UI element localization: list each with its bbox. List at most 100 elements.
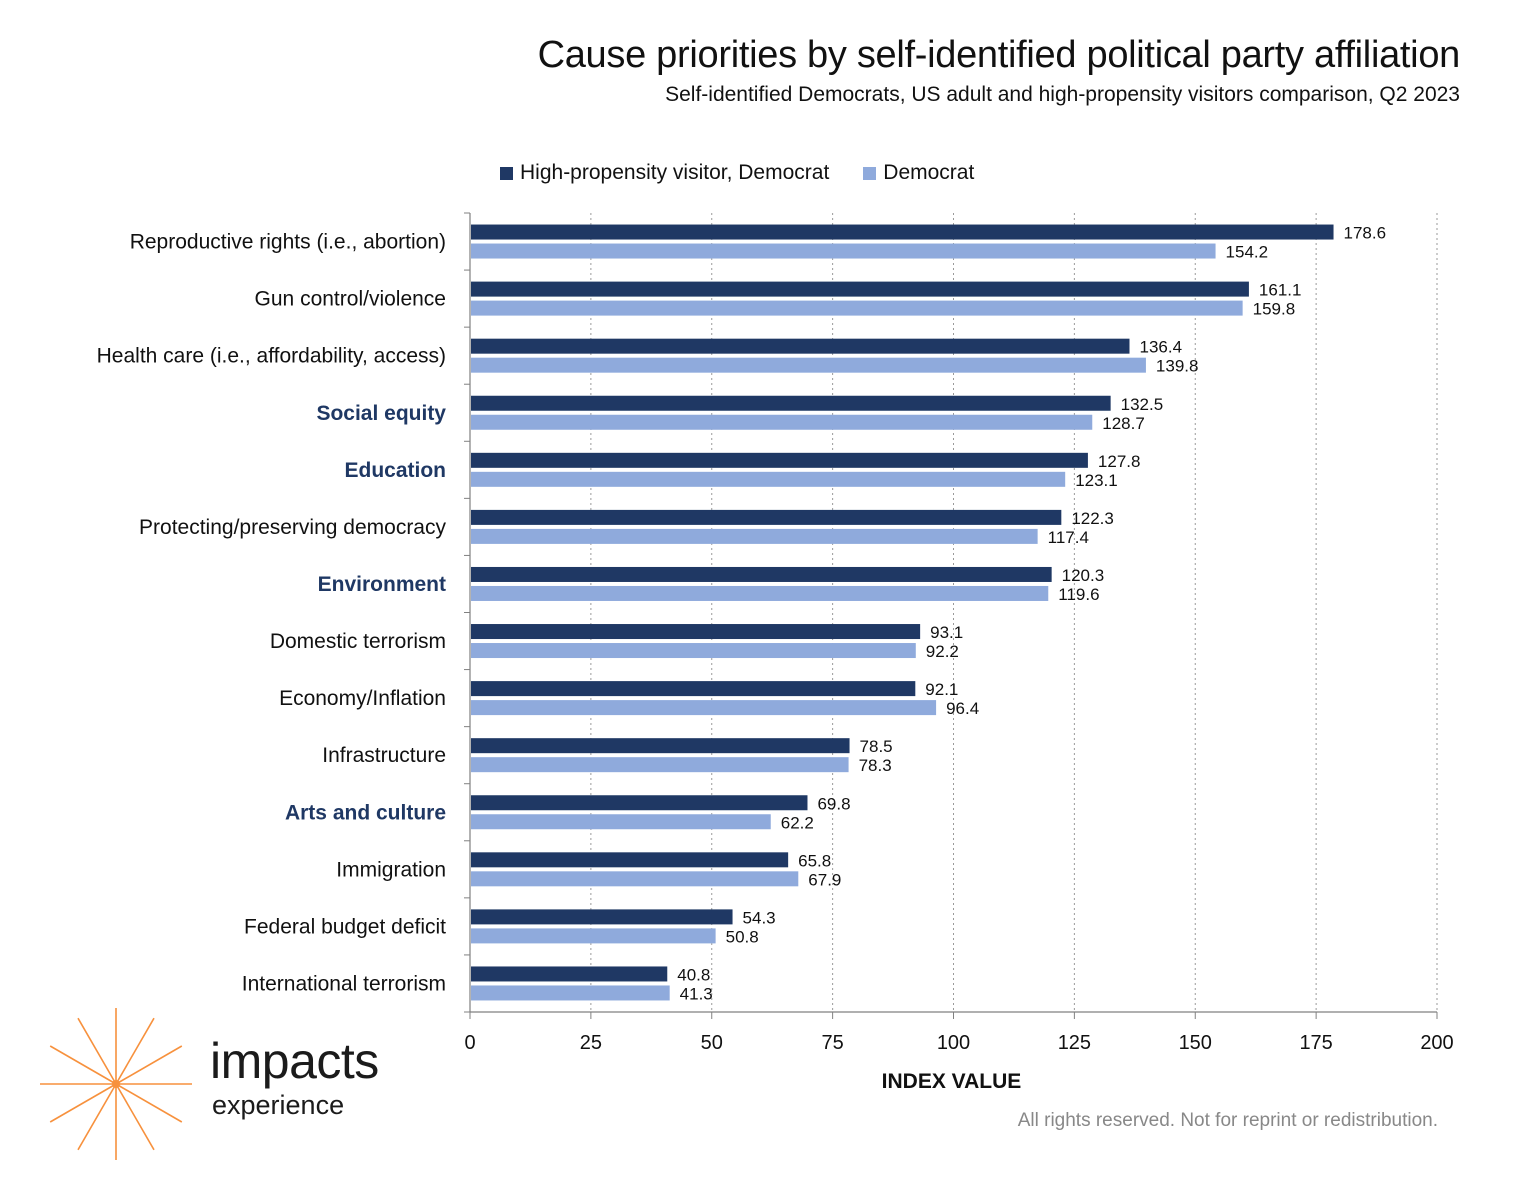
bar-democrat	[471, 528, 1038, 544]
bar-democrat	[471, 814, 771, 830]
bar-high-propensity	[471, 852, 789, 868]
category-label: Reproductive rights (i.e., abortion)	[130, 231, 446, 254]
legend-swatch-dark	[500, 166, 513, 180]
bar-democrat	[471, 300, 1243, 316]
legend-swatch-light	[863, 166, 877, 180]
x-tick-label: 200	[1420, 1032, 1453, 1054]
data-label: 161.1	[1259, 281, 1302, 300]
bar-democrat	[471, 928, 716, 944]
starburst-ray	[115, 1045, 183, 1085]
legend-item-high-propensity: High-propensity visitor, Democrat	[500, 161, 829, 185]
data-label: 65.8	[798, 851, 831, 870]
category-label: Economy/Inflation	[279, 687, 446, 710]
legend-item-democrat: Democrat	[863, 161, 974, 185]
x-axis-title: INDEX VALUE	[882, 1070, 1022, 1093]
bar-high-propensity	[471, 281, 1249, 297]
data-label: 117.4	[1048, 528, 1089, 547]
data-label: 54.3	[743, 908, 776, 927]
bar-democrat	[471, 757, 849, 773]
starburst-ray	[77, 1017, 117, 1085]
bar-high-propensity	[471, 738, 850, 754]
logo-subtext: experience	[212, 1090, 345, 1120]
data-label: 132.5	[1121, 395, 1164, 414]
bar-high-propensity	[471, 795, 808, 811]
impacts-experience-logo: impacts experience	[38, 1008, 418, 1168]
copyright-note: All rights reserved. Not for reprint or …	[1017, 1110, 1438, 1131]
data-label: 178.6	[1344, 224, 1387, 243]
data-label: 154.2	[1226, 243, 1269, 262]
bar-high-propensity	[471, 681, 916, 697]
data-label: 69.8	[817, 794, 850, 813]
starburst-ray	[49, 1083, 117, 1123]
data-label: 120.3	[1062, 566, 1105, 585]
category-label: Domestic terrorism	[270, 630, 446, 653]
category-label: Education	[344, 459, 446, 482]
bar-high-propensity	[471, 566, 1052, 582]
bar-high-propensity	[471, 395, 1111, 411]
category-label: Health care (i.e., affordability, access…	[97, 345, 446, 368]
data-label: 128.7	[1102, 414, 1145, 433]
x-tick-label: 175	[1299, 1032, 1332, 1054]
data-label: 92.1	[925, 680, 958, 699]
category-label: Protecting/preserving democracy	[139, 516, 446, 539]
data-label: 67.9	[808, 870, 841, 889]
x-tick-label: 0	[464, 1032, 475, 1054]
logo-wordmark: impacts	[210, 1033, 379, 1089]
bar-democrat	[471, 414, 1093, 430]
data-label: 41.3	[680, 984, 713, 1003]
bar-high-propensity	[471, 509, 1062, 525]
starburst-ray	[115, 1017, 155, 1085]
x-tick-label: 100	[937, 1032, 970, 1054]
data-label: 96.4	[946, 699, 979, 718]
bar-democrat	[471, 871, 799, 887]
data-label: 127.8	[1098, 452, 1141, 471]
data-label: 78.5	[860, 737, 893, 756]
x-tick-label: 25	[580, 1032, 602, 1054]
starburst-ray	[115, 1083, 183, 1123]
category-label: Social equity	[316, 402, 446, 425]
bar-high-propensity	[471, 624, 921, 640]
bar-democrat	[471, 471, 1066, 487]
bar-high-propensity	[471, 452, 1088, 468]
category-label: Arts and culture	[285, 801, 446, 824]
starburst-ray	[49, 1045, 117, 1085]
bar-high-propensity	[471, 909, 733, 925]
bar-high-propensity	[471, 338, 1130, 354]
legend-label-high-propensity: High-propensity visitor, Democrat	[520, 161, 830, 184]
category-label: Gun control/violence	[255, 288, 446, 311]
data-label: 40.8	[677, 965, 710, 984]
x-tick-label: 75	[822, 1032, 844, 1054]
starburst-ray	[115, 1083, 155, 1151]
chart-title: Cause priorities by self-identified poli…	[537, 34, 1461, 76]
category-label: Environment	[318, 573, 446, 596]
bar-democrat	[471, 243, 1216, 259]
data-label: 50.8	[726, 927, 759, 946]
bar-democrat	[471, 985, 670, 1001]
x-tick-label: 50	[701, 1032, 723, 1054]
category-label: Infrastructure	[322, 744, 446, 767]
bar-high-propensity	[471, 224, 1334, 240]
data-label: 62.2	[781, 813, 814, 832]
starburst-ray	[77, 1083, 117, 1151]
data-label: 92.2	[926, 642, 959, 661]
bar-democrat	[471, 643, 916, 659]
data-label: 123.1	[1075, 471, 1118, 490]
bar-high-propensity	[471, 966, 668, 982]
data-label: 93.1	[930, 623, 963, 642]
legend-label-democrat: Democrat	[883, 161, 975, 184]
data-label: 159.8	[1253, 300, 1296, 319]
data-label: 119.6	[1058, 585, 1099, 604]
chart-legend: High-propensity visitor, Democrat Democr…	[500, 158, 1008, 188]
bar-democrat	[471, 585, 1049, 601]
starburst-center	[112, 1080, 120, 1088]
category-label: International terrorism	[242, 972, 446, 995]
chart-subtitle: Self-identified Democrats, US adult and …	[665, 83, 1460, 106]
starburst-icon	[40, 1008, 192, 1160]
data-label: 136.4	[1139, 338, 1182, 357]
bar-democrat	[471, 700, 937, 716]
x-tick-label: 150	[1179, 1032, 1212, 1054]
bar-democrat	[471, 357, 1146, 373]
x-tick-label: 125	[1058, 1032, 1091, 1054]
category-label: Federal budget deficit	[244, 915, 446, 938]
data-label: 139.8	[1156, 357, 1199, 376]
